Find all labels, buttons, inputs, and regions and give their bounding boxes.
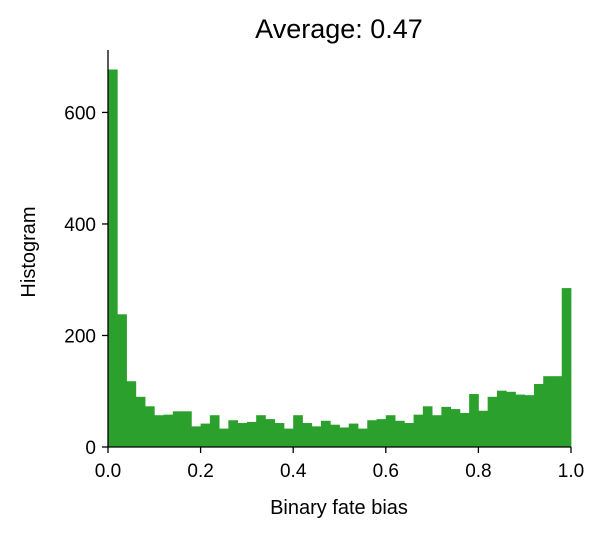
histogram-bar: [404, 423, 414, 447]
histogram-bar: [450, 409, 461, 447]
histogram-bar: [487, 396, 498, 447]
y-axis-label: Histogram: [18, 206, 40, 297]
y-tick-label: 400: [64, 215, 96, 236]
histogram-bar: [237, 423, 248, 447]
x-tick-label: 0.0: [95, 461, 121, 482]
x-tick-label: 0.2: [187, 461, 213, 482]
histogram-bar: [367, 420, 377, 447]
histogram-bar: [311, 426, 322, 447]
histogram-bar: [459, 412, 470, 447]
x-tick-label: 1.0: [558, 461, 584, 482]
y-tick-label: 600: [64, 103, 96, 124]
histogram-bar: [135, 396, 146, 447]
histogram-bar: [552, 376, 563, 447]
y-tick-label: 200: [64, 326, 96, 347]
histogram-bar: [515, 394, 526, 447]
histogram-bar: [191, 426, 201, 447]
histogram-bar: [163, 414, 174, 447]
histogram-bar: [117, 314, 127, 447]
y-tick-label: 0: [85, 438, 96, 459]
histogram-bar: [561, 288, 572, 447]
histogram-bar: [413, 414, 424, 447]
histogram-bar: [496, 390, 507, 447]
histogram-bar: [320, 420, 331, 447]
histogram-bar: [209, 415, 220, 447]
histogram-bar: [506, 391, 516, 447]
histogram-bar: [441, 406, 452, 447]
histogram-bar: [265, 419, 276, 447]
x-ticks-layer: 0.0 0.2 0.4 0.6 0.8 1.0: [95, 447, 584, 482]
histogram-bar: [348, 423, 359, 447]
histogram-bar: [524, 395, 535, 447]
histogram-bar: [432, 415, 442, 447]
histogram-bar: [172, 411, 183, 447]
x-tick-label: 0.6: [373, 461, 399, 482]
histogram-bar: [376, 419, 387, 447]
histogram-bar: [293, 415, 303, 447]
y-ticks-layer: 0 200 400 600: [64, 103, 108, 459]
histogram-bar: [395, 420, 405, 447]
histogram-bar: [478, 410, 489, 447]
histogram-bar: [154, 415, 164, 447]
histogram-bar: [283, 428, 294, 447]
histogram-bar: [302, 423, 313, 447]
histogram-bar: [330, 424, 340, 447]
histogram-bar: [182, 411, 192, 447]
chart-title: Average: 0.47: [255, 14, 423, 44]
bars-layer: [108, 69, 572, 448]
axes-layer: [107, 50, 571, 448]
x-axis-label: Binary fate bias: [270, 497, 408, 519]
histogram-bar: [126, 381, 137, 447]
histogram-bar: [219, 428, 229, 447]
histogram-bar: [422, 406, 433, 447]
histogram-bar: [145, 406, 155, 447]
x-tick-label: 0.8: [465, 461, 491, 482]
histogram-bar: [469, 394, 479, 447]
histogram-bar: [339, 427, 350, 447]
histogram-bar: [246, 421, 257, 447]
histogram-bar: [256, 415, 266, 447]
histogram-bar: [274, 423, 285, 447]
x-tick-label: 0.4: [280, 461, 307, 482]
histogram-bar: [533, 383, 544, 447]
histogram-bar: [543, 376, 553, 447]
histogram-bar: [228, 420, 239, 447]
histogram-bar: [200, 423, 211, 447]
histogram-bar: [358, 428, 368, 447]
histogram-bar: [385, 415, 396, 447]
histogram-bar: [108, 69, 118, 448]
